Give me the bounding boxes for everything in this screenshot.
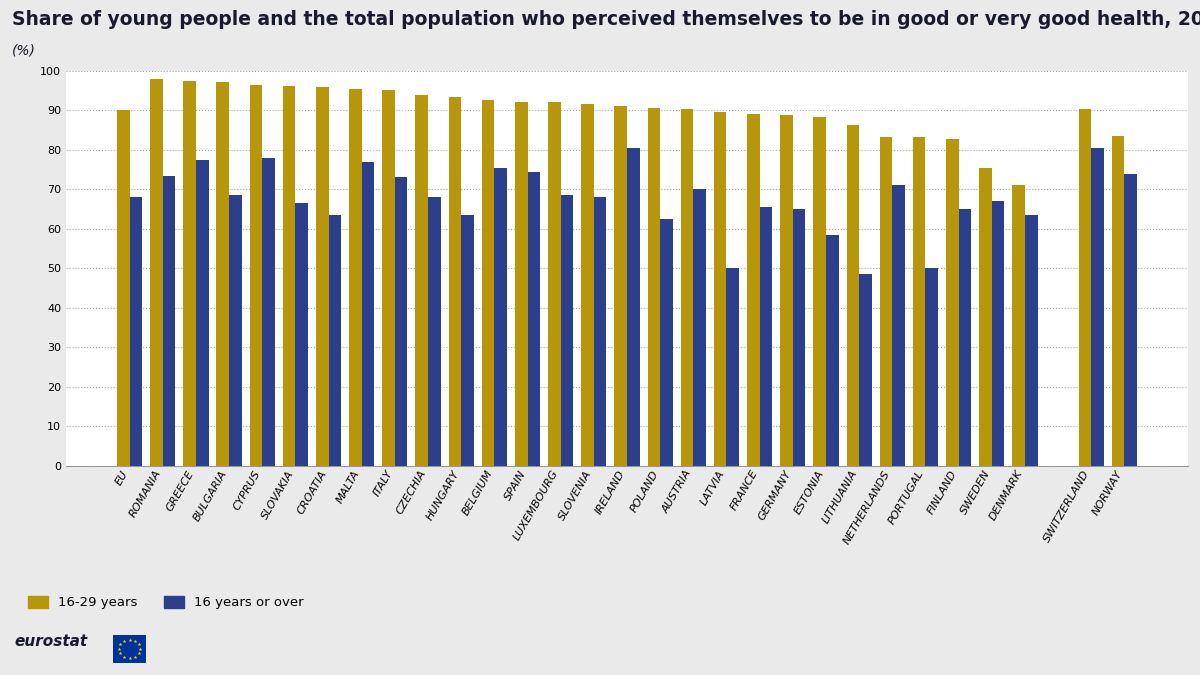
Bar xyxy=(361,162,374,466)
Bar xyxy=(726,269,739,466)
Bar xyxy=(694,189,706,466)
Bar xyxy=(515,102,528,466)
Bar xyxy=(316,86,329,466)
Bar xyxy=(263,158,275,466)
Bar xyxy=(1079,109,1091,466)
Bar xyxy=(660,219,673,466)
Bar xyxy=(250,85,263,466)
Legend: 16-29 years, 16 years or over: 16-29 years, 16 years or over xyxy=(28,596,304,610)
Bar xyxy=(461,215,474,466)
Bar xyxy=(1111,136,1124,466)
Bar xyxy=(748,114,760,466)
Bar xyxy=(614,107,628,466)
Bar xyxy=(880,137,893,466)
Bar xyxy=(494,167,506,466)
Bar xyxy=(959,209,971,466)
Bar xyxy=(893,186,905,466)
Bar xyxy=(130,197,143,466)
Text: eurostat: eurostat xyxy=(14,634,88,649)
Bar xyxy=(581,105,594,466)
Bar xyxy=(714,112,726,466)
Bar xyxy=(383,90,395,466)
Bar xyxy=(1124,173,1138,466)
Bar xyxy=(1013,185,1025,466)
Text: (%): (%) xyxy=(12,44,36,58)
Bar xyxy=(428,197,440,466)
Bar xyxy=(680,109,694,466)
Bar xyxy=(991,201,1004,466)
Bar xyxy=(628,148,640,466)
Bar xyxy=(295,203,308,466)
Text: Share of young people and the total population who perceived themselves to be in: Share of young people and the total popu… xyxy=(12,10,1200,29)
Bar xyxy=(648,107,660,466)
Bar xyxy=(163,176,175,466)
Bar xyxy=(415,95,428,466)
Bar xyxy=(283,86,295,466)
Bar xyxy=(780,115,793,466)
Bar xyxy=(826,235,839,466)
Bar xyxy=(449,97,461,466)
Bar xyxy=(793,209,805,466)
Bar xyxy=(481,100,494,466)
Bar xyxy=(913,137,925,466)
Bar xyxy=(1025,215,1038,466)
Bar xyxy=(560,195,574,466)
Bar xyxy=(395,178,408,466)
Bar xyxy=(116,110,130,466)
Bar xyxy=(925,269,938,466)
Bar xyxy=(859,274,871,466)
Bar xyxy=(979,167,991,466)
Bar xyxy=(846,126,859,466)
Bar xyxy=(229,195,241,466)
Bar xyxy=(150,79,163,466)
Bar xyxy=(1091,148,1104,466)
Bar xyxy=(329,215,341,466)
Bar xyxy=(760,207,773,466)
Bar xyxy=(946,139,959,466)
Bar xyxy=(528,171,540,466)
Bar xyxy=(216,82,229,466)
Bar xyxy=(814,117,826,466)
Bar xyxy=(548,102,560,466)
Bar xyxy=(594,197,606,466)
Bar xyxy=(184,81,196,466)
Bar xyxy=(196,160,209,466)
Bar xyxy=(349,88,361,466)
